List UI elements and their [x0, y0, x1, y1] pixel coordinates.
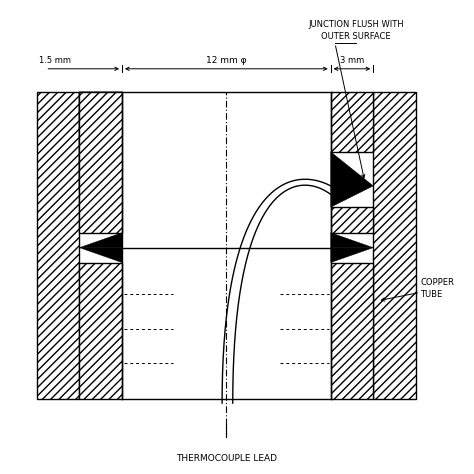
Text: THERMOCOUPLE LEAD: THERMOCOUPLE LEAD [176, 454, 277, 463]
Polygon shape [331, 92, 373, 152]
Polygon shape [373, 92, 416, 399]
Polygon shape [331, 263, 373, 399]
Polygon shape [331, 247, 373, 263]
Polygon shape [331, 207, 373, 233]
Text: JUNCTION FLUSH WITH
OUTER SURFACE: JUNCTION FLUSH WITH OUTER SURFACE [309, 20, 404, 41]
Polygon shape [37, 92, 80, 399]
Polygon shape [331, 233, 373, 247]
Text: 3 mm: 3 mm [340, 55, 364, 64]
Text: COPPER
TUBE: COPPER TUBE [420, 278, 454, 299]
Polygon shape [80, 263, 122, 399]
Polygon shape [80, 233, 122, 247]
Polygon shape [80, 247, 122, 263]
Text: 1.5 mm: 1.5 mm [39, 56, 71, 65]
Polygon shape [331, 152, 373, 207]
Polygon shape [80, 92, 122, 190]
Text: 12 mm φ: 12 mm φ [206, 55, 246, 64]
Polygon shape [80, 92, 122, 233]
